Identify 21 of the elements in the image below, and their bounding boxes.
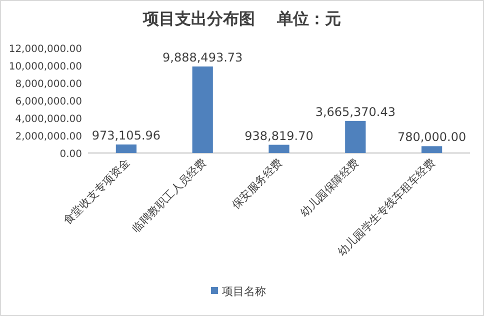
x-tick-label: 临聘教职工人员经费: [130, 156, 209, 236]
bar: [421, 146, 442, 153]
x-tick-label: 保安服务经费: [229, 156, 286, 212]
y-tick-label: 8,000,000.00: [15, 79, 82, 90]
y-tick-label: 10,000,000.00: [8, 62, 82, 72]
text: 9,888,493.73: [162, 50, 243, 64]
chart-title: 项目支出分布图 单位：元: [142, 9, 342, 28]
bar: [192, 66, 213, 153]
legend-label: 项目名称: [222, 285, 266, 298]
text: 973,105.96: [92, 128, 161, 142]
bar: [116, 144, 137, 153]
bar: [268, 144, 290, 153]
y-tick-label: 2,000,000.00: [15, 132, 82, 142]
y-tick-label: 4,000,000.00: [15, 114, 82, 125]
text: 780,000.00: [397, 130, 466, 144]
y-tick-label: 12,000,000.00: [8, 44, 82, 55]
bar: [345, 120, 366, 153]
text: 3,665,370.43: [315, 104, 396, 119]
x-tick-label: 幼儿园保障经费: [298, 156, 362, 220]
y-tick-label: 6,000,000.00: [15, 96, 82, 108]
text: 938,819.70: [244, 128, 314, 143]
